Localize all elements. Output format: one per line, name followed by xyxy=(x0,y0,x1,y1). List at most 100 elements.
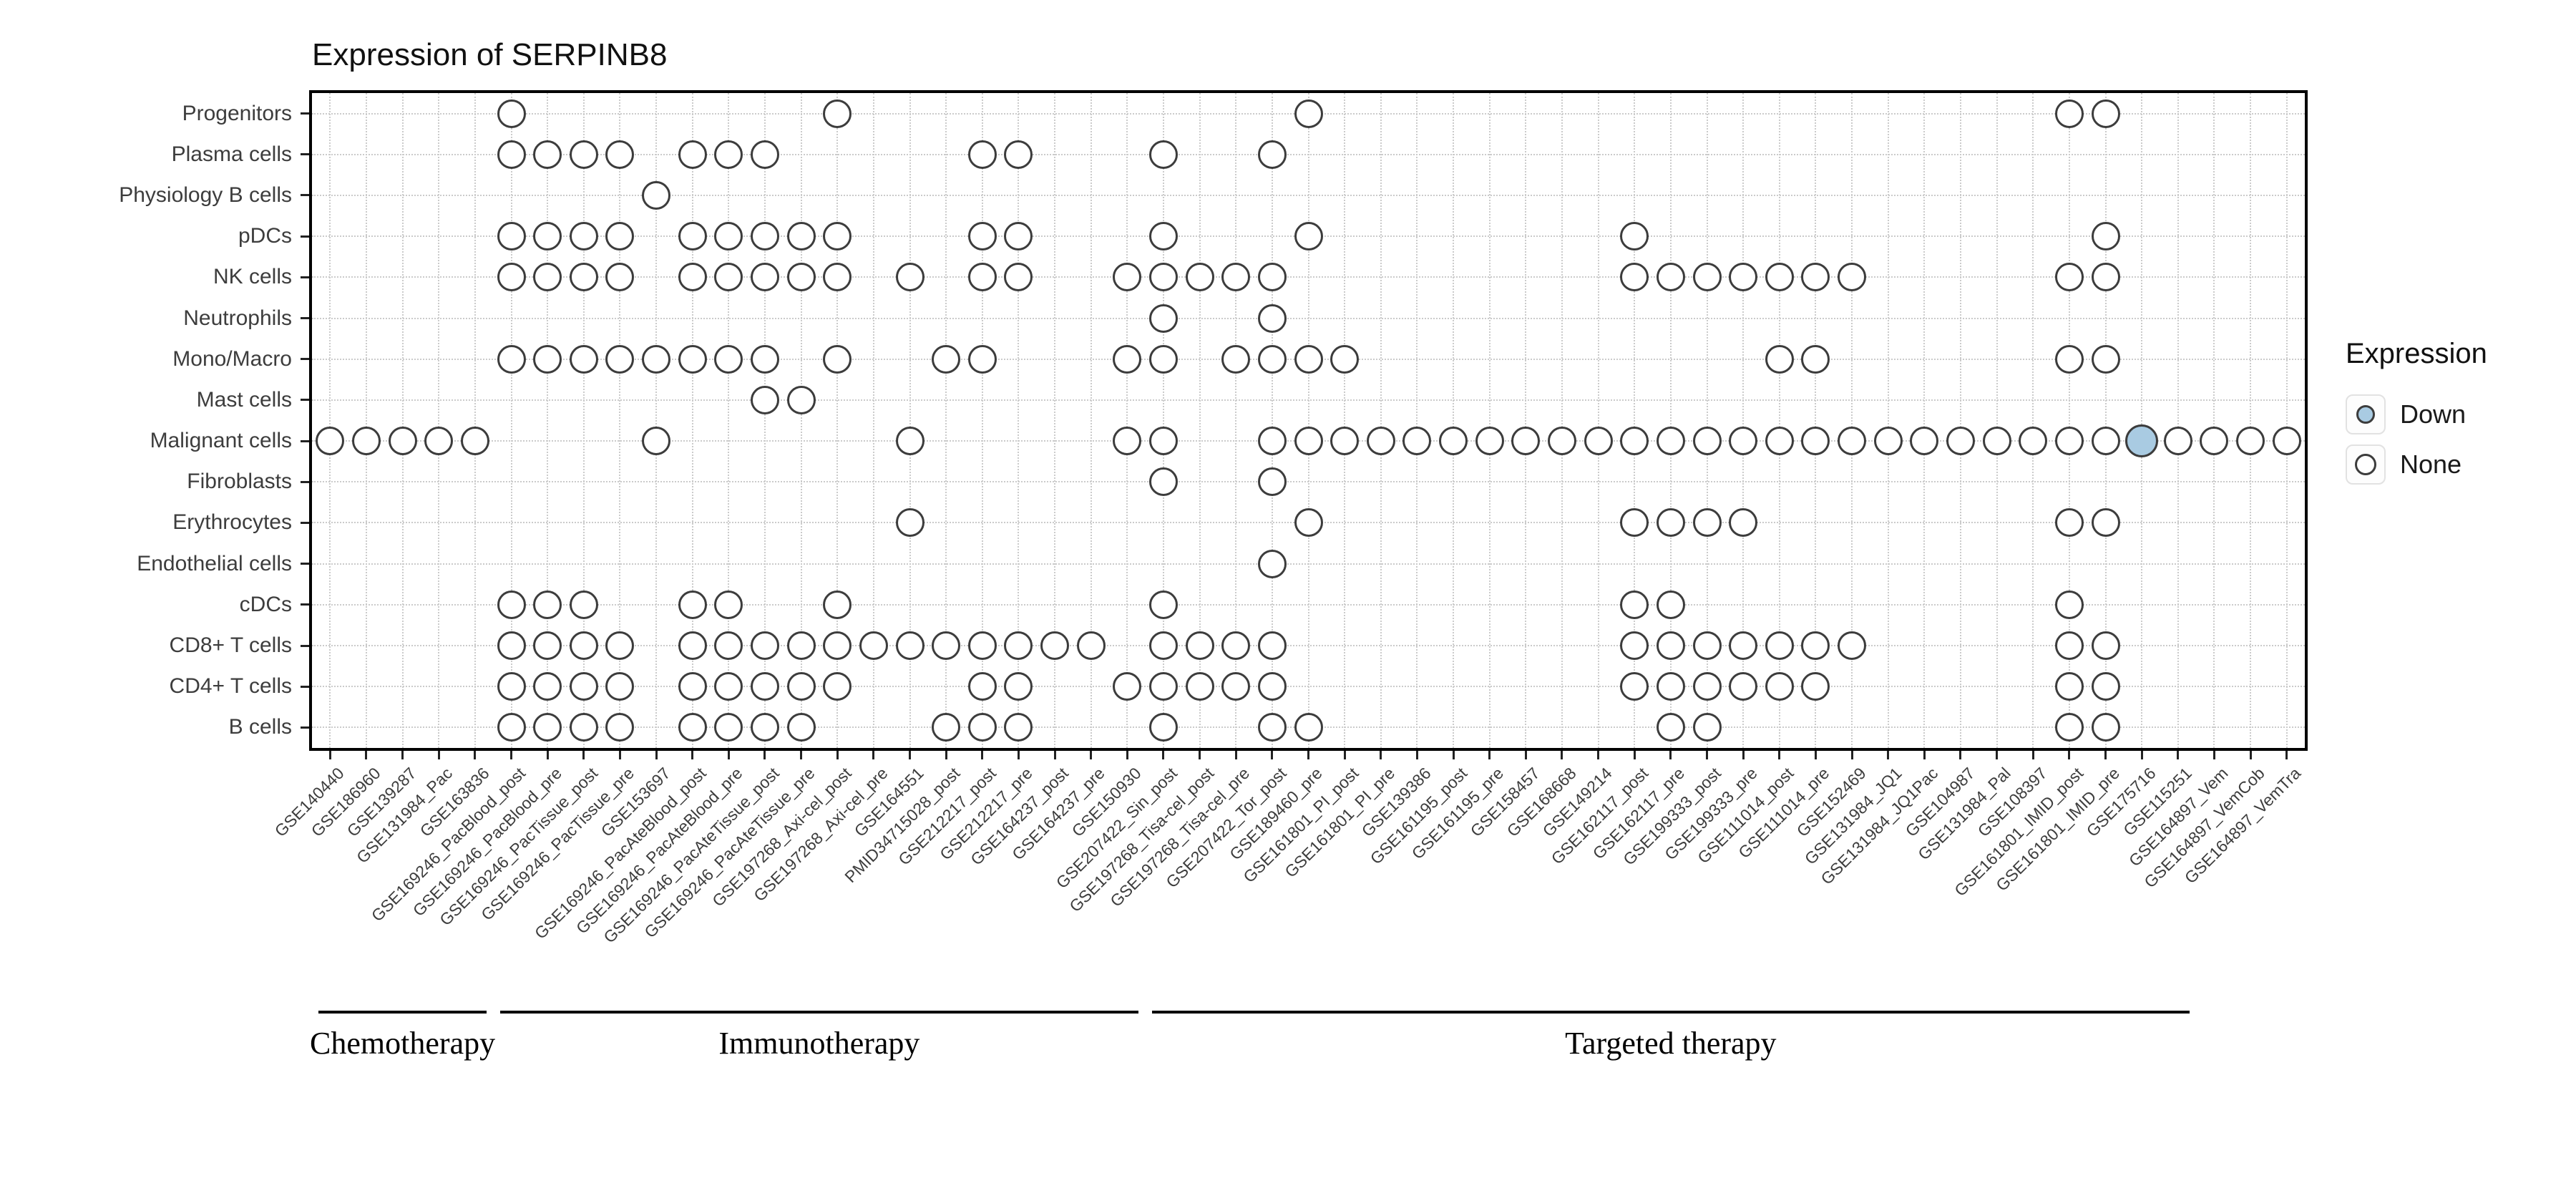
gridline-vertical xyxy=(329,93,331,748)
expression-dot-none xyxy=(1838,263,1867,292)
expression-dot-none xyxy=(1765,631,1794,661)
gridline-vertical xyxy=(1162,93,1164,748)
expression-dot-none xyxy=(1620,508,1649,538)
y-axis-tick xyxy=(301,726,309,729)
expression-dot-none xyxy=(1729,631,1758,661)
expression-dot-none xyxy=(1838,631,1867,661)
expression-dot-none xyxy=(1946,427,1975,456)
gridline-vertical xyxy=(981,93,983,748)
expression-dot-none xyxy=(2236,427,2265,456)
therapy-group-line xyxy=(318,1011,487,1014)
expression-dot-none xyxy=(1221,344,1251,374)
expression-dot-none xyxy=(714,222,743,251)
x-axis-tick xyxy=(437,751,440,759)
expression-dot-none xyxy=(750,631,779,661)
expression-dot-none xyxy=(1729,672,1758,701)
expression-dot-none xyxy=(750,344,779,374)
x-axis-tick xyxy=(1633,751,1636,759)
x-axis-tick xyxy=(2177,751,2180,759)
gridline-vertical xyxy=(836,93,839,748)
y-axis-tick xyxy=(301,685,309,688)
y-axis-label: cDCs xyxy=(239,592,292,616)
expression-dot-none xyxy=(1656,427,1685,456)
expression-dot-none xyxy=(533,672,562,701)
expression-dot-none xyxy=(533,631,562,661)
x-axis-tick xyxy=(800,751,803,759)
y-axis-tick xyxy=(301,439,309,442)
chart-title: Expression of SERPINB8 xyxy=(312,37,668,72)
expression-dot-none xyxy=(1004,222,1033,251)
x-axis-tick xyxy=(546,751,549,759)
expression-dot-none xyxy=(1257,344,1287,374)
expression-dot-none xyxy=(2054,672,2084,701)
y-axis-tick xyxy=(301,235,309,238)
expression-dot-none xyxy=(569,713,598,742)
x-axis-tick xyxy=(691,751,694,759)
expression-dot-none xyxy=(1330,427,1360,456)
gridline-vertical xyxy=(1199,93,1201,748)
expression-dot-none xyxy=(786,263,816,292)
expression-dot-none xyxy=(678,631,707,661)
expression-dot-none xyxy=(1257,549,1287,578)
expression-dot-none xyxy=(497,590,526,619)
expression-dot-none xyxy=(895,263,924,292)
expression-dot-none xyxy=(786,672,816,701)
expression-dot-none xyxy=(1148,672,1178,701)
expression-dot-none xyxy=(642,344,671,374)
expression-dot-none xyxy=(678,222,707,251)
expression-dot-none xyxy=(1148,222,1178,251)
expression-dot-none xyxy=(1656,631,1685,661)
expression-dot-none xyxy=(1801,631,1830,661)
x-axis-tick xyxy=(510,751,512,759)
x-axis-tick xyxy=(945,751,947,759)
expression-dot-none xyxy=(823,631,852,661)
expression-dot-none xyxy=(1294,427,1323,456)
expression-dot-none xyxy=(1801,344,1830,374)
x-axis-tick xyxy=(474,751,477,759)
x-axis-tick xyxy=(2212,751,2215,759)
gridline-vertical xyxy=(547,93,549,748)
x-axis-tick xyxy=(401,751,404,759)
x-axis-tick xyxy=(1814,751,1817,759)
expression-dot-none xyxy=(2019,427,2048,456)
expression-dot-none xyxy=(569,222,598,251)
expression-dot-none xyxy=(533,263,562,292)
expression-dot-none xyxy=(1040,631,1070,661)
x-axis-tick xyxy=(1778,751,1781,759)
expression-dot-none xyxy=(714,140,743,169)
expression-dot-none xyxy=(967,263,997,292)
y-axis-tick xyxy=(301,317,309,320)
expression-dot-none xyxy=(2054,263,2084,292)
gridline-vertical xyxy=(1525,93,1527,748)
expression-dot-none xyxy=(967,222,997,251)
y-axis-label: Physiology B cells xyxy=(119,183,292,207)
x-axis-tick xyxy=(981,751,984,759)
expression-dot-none xyxy=(714,590,743,619)
expression-dot-none xyxy=(786,713,816,742)
expression-dot-none xyxy=(714,631,743,661)
expression-dot-none xyxy=(1801,263,1830,292)
expression-dot-none xyxy=(1221,672,1251,701)
expression-dot-none xyxy=(967,631,997,661)
expression-dot-none xyxy=(714,713,743,742)
gridline-vertical xyxy=(1996,93,1998,748)
expression-dot-none xyxy=(1439,427,1468,456)
expression-dot-none xyxy=(1148,427,1178,456)
expression-dot-none xyxy=(750,263,779,292)
expression-dot-none xyxy=(714,263,743,292)
expression-dot-none xyxy=(497,222,526,251)
expression-dot-none xyxy=(750,222,779,251)
x-axis-tick xyxy=(365,751,368,759)
expression-dot-none xyxy=(895,508,924,538)
expression-dot-none xyxy=(1148,263,1178,292)
expression-dot-none xyxy=(497,672,526,701)
x-axis-tick xyxy=(655,751,658,759)
gridline-vertical xyxy=(1453,93,1455,748)
expression-dot-none xyxy=(678,344,707,374)
y-axis-label: pDCs xyxy=(238,224,292,248)
gridline-vertical xyxy=(1488,93,1491,748)
x-axis-tick xyxy=(1524,751,1527,759)
expression-dot-none xyxy=(2054,344,2084,374)
y-axis-tick xyxy=(301,644,309,647)
x-axis-tick xyxy=(2104,751,2107,759)
